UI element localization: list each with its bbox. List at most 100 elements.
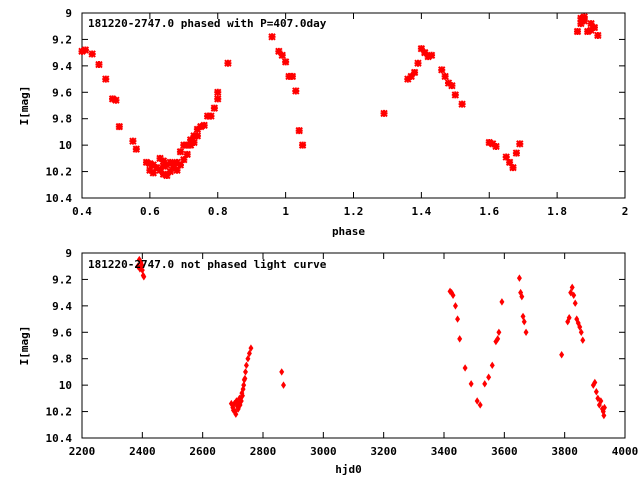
data-point xyxy=(594,31,602,40)
data-point xyxy=(571,291,577,300)
y-tick-label: 9.2 xyxy=(52,33,72,46)
y-axis-label: I[mag] xyxy=(18,326,31,366)
data-point xyxy=(292,87,300,95)
data-point xyxy=(166,167,174,176)
data-point xyxy=(489,361,495,370)
data-point xyxy=(278,51,286,59)
chart-title: 181220-2747.0 not phased light curve xyxy=(88,258,327,271)
data-point xyxy=(495,335,501,343)
data-point xyxy=(450,291,456,300)
data-point xyxy=(421,48,429,57)
data-point xyxy=(163,161,171,169)
y-tick-label: 10.4 xyxy=(46,432,73,445)
y-tick-label: 9.8 xyxy=(52,353,72,366)
data-point xyxy=(578,328,584,337)
x-tick-label: 3000 xyxy=(310,445,337,458)
data-point xyxy=(240,391,245,400)
x-tick-label: 3600 xyxy=(491,445,518,458)
data-point xyxy=(243,361,249,370)
plot-frame xyxy=(81,252,626,439)
data-point xyxy=(519,292,525,301)
y-tick-label: 9.2 xyxy=(52,273,72,286)
data-point xyxy=(186,136,195,144)
data-point xyxy=(163,171,171,180)
data-point xyxy=(587,26,595,34)
data-point xyxy=(455,315,461,323)
data-point xyxy=(477,401,483,409)
data-point xyxy=(207,112,215,120)
y-tick-label: 9.6 xyxy=(52,326,72,339)
data-point xyxy=(173,166,181,174)
data-point xyxy=(173,158,181,167)
data-point xyxy=(243,368,248,376)
data-point xyxy=(214,88,222,96)
y-tick-label: 10.2 xyxy=(46,406,73,419)
y-tick-label: 9 xyxy=(65,7,72,20)
data-point xyxy=(523,328,529,337)
data-point xyxy=(233,410,239,418)
data-point xyxy=(458,100,466,108)
y-tick-label: 10 xyxy=(59,379,72,392)
data-point xyxy=(112,96,120,104)
unphased-light-curve-chart: 2200 2400 2600 2800 3000 3200 3400 3600 3800 4000… xyxy=(18,247,638,476)
x-tick-label: 2600 xyxy=(189,445,216,458)
data-point xyxy=(404,75,412,83)
data-point xyxy=(186,141,195,149)
data-point xyxy=(499,298,505,306)
data-point xyxy=(295,126,303,135)
data-point xyxy=(200,121,208,130)
data-point xyxy=(141,273,147,281)
x-axis-label: hjd0 xyxy=(335,463,362,476)
data-point xyxy=(505,158,514,167)
data-point xyxy=(482,380,488,388)
y-tick-label: 9.4 xyxy=(52,60,72,73)
y-tick-label: 9.4 xyxy=(52,300,72,313)
data-point xyxy=(146,159,154,168)
y-tick-label: 10.4 xyxy=(46,192,73,205)
x-tick-label: 1.2 xyxy=(344,205,364,218)
x-tick-label: 2200 xyxy=(69,445,96,458)
data-point xyxy=(149,169,157,177)
data-point xyxy=(242,374,248,383)
data-point xyxy=(492,142,500,151)
y-tick-label: 9.6 xyxy=(52,86,72,99)
data-point xyxy=(438,66,446,74)
x-tick-label: 4000 xyxy=(612,445,639,458)
data-point xyxy=(474,397,480,405)
data-point xyxy=(156,166,164,174)
data-point xyxy=(602,403,607,412)
data-point xyxy=(462,364,468,372)
data-point xyxy=(78,47,86,56)
data-point xyxy=(169,163,178,172)
data-point xyxy=(176,148,185,156)
data-point xyxy=(240,385,246,393)
data-point xyxy=(193,125,202,133)
data-point xyxy=(410,68,419,77)
data-point xyxy=(159,170,168,178)
data-point xyxy=(451,91,460,99)
data-point xyxy=(512,149,521,157)
data-point xyxy=(486,373,492,381)
data-point xyxy=(568,288,574,297)
data-point xyxy=(210,104,219,112)
data-point xyxy=(457,335,463,343)
data-point xyxy=(169,159,178,168)
data-point xyxy=(248,344,254,352)
x-tick-label: 1 xyxy=(282,205,289,218)
data-point xyxy=(166,158,174,167)
data-point xyxy=(468,380,474,388)
x-tick-label: 0.4 xyxy=(72,205,92,218)
data-point xyxy=(241,381,247,389)
data-point xyxy=(595,394,601,403)
data-point xyxy=(580,17,588,25)
data-point xyxy=(516,274,522,282)
data-point xyxy=(577,14,585,22)
data-point xyxy=(246,349,252,358)
data-point xyxy=(590,23,599,32)
data-point xyxy=(197,122,205,131)
data-point xyxy=(156,154,164,163)
data-point xyxy=(580,336,586,344)
data-point xyxy=(288,72,297,81)
data-point xyxy=(521,317,527,326)
